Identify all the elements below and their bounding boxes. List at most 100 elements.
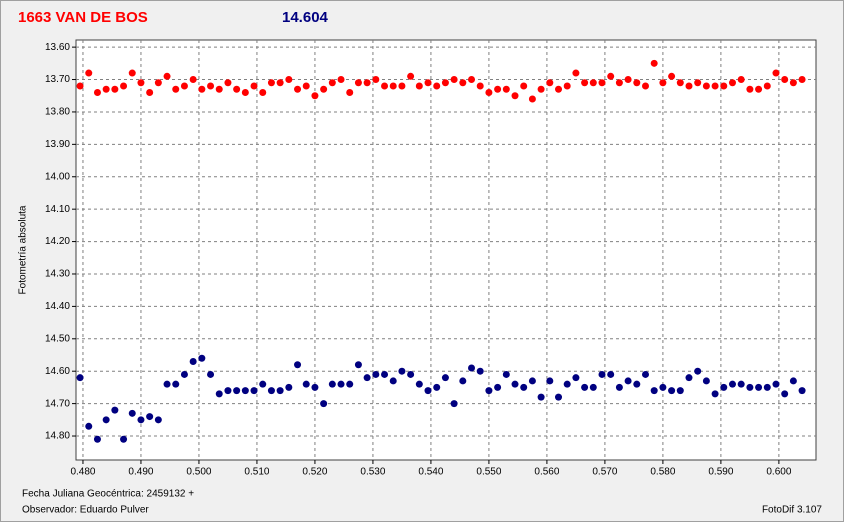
x-tick-label: 0.530 (360, 467, 385, 478)
x-tick-label: 0.500 (186, 467, 211, 478)
data-point (320, 85, 328, 93)
y-tick-label: 14.20 (45, 236, 70, 247)
data-point (433, 82, 441, 90)
data-point (755, 85, 763, 93)
data-point (615, 79, 623, 87)
data-point (102, 416, 110, 424)
data-point (589, 383, 597, 391)
data-point (520, 82, 528, 90)
data-point (737, 380, 745, 388)
data-point (389, 377, 397, 385)
data-point (354, 361, 362, 369)
y-tick-label: 13.70 (45, 74, 70, 85)
data-point (537, 393, 545, 401)
x-tick-label: 0.490 (128, 467, 153, 478)
data-point (659, 383, 667, 391)
data-point (494, 85, 502, 93)
data-point (676, 387, 684, 395)
data-point (276, 387, 284, 395)
data-point (468, 364, 476, 372)
data-point (781, 390, 789, 398)
data-point (746, 85, 754, 93)
data-point (450, 400, 458, 408)
data-point (555, 85, 563, 93)
data-point (328, 380, 336, 388)
data-point (328, 79, 336, 87)
x-tick-label: 0.590 (708, 467, 733, 478)
data-point (476, 367, 484, 375)
data-point (363, 79, 371, 87)
data-point (468, 76, 476, 84)
x-tick-label: 0.510 (244, 467, 269, 478)
data-point (267, 79, 275, 87)
data-point (763, 383, 771, 391)
data-point (207, 82, 215, 90)
data-point (685, 374, 693, 382)
data-point (294, 361, 302, 369)
y-tick-label: 13.80 (45, 107, 70, 118)
data-point (241, 89, 249, 96)
x-tick-label: 0.580 (650, 467, 675, 478)
data-point (555, 393, 563, 401)
data-point (650, 59, 658, 67)
data-point (233, 85, 241, 93)
data-point (720, 383, 728, 391)
data-point (650, 387, 658, 395)
y-tick-label: 14.00 (45, 171, 70, 182)
data-point (781, 76, 789, 84)
chart-title: 1663 VAN DE BOS (18, 9, 148, 26)
data-point (172, 85, 180, 93)
data-point (546, 79, 554, 87)
data-point (641, 370, 649, 378)
data-point (728, 79, 736, 87)
data-point (415, 380, 423, 388)
data-point (85, 69, 93, 77)
data-point (476, 82, 484, 90)
data-point (737, 76, 745, 84)
data-point (137, 79, 145, 87)
y-axis-label: Fotometría absoluta (18, 205, 29, 294)
data-point (302, 380, 310, 388)
data-point (702, 82, 710, 90)
data-point (676, 79, 684, 87)
observer: Observador: Eduardo Pulver (22, 505, 149, 516)
data-point (502, 85, 510, 93)
data-point (250, 387, 258, 395)
data-point (415, 82, 423, 90)
x-axis-label: Fecha Juliana Geocéntrica: 2459132 + (22, 489, 194, 500)
data-point (372, 370, 380, 378)
data-point (198, 354, 206, 362)
data-point (337, 76, 345, 84)
data-point (311, 383, 319, 391)
x-tick-label: 0.540 (418, 467, 443, 478)
data-point (189, 76, 197, 84)
data-point (624, 377, 632, 385)
data-point (189, 357, 197, 365)
data-point (146, 413, 154, 421)
data-point (615, 383, 623, 391)
plot-area (75, 39, 817, 461)
data-point (128, 409, 136, 417)
data-point (128, 69, 136, 77)
data-point (381, 82, 389, 90)
data-point (180, 82, 188, 90)
data-point (76, 374, 84, 382)
data-point (398, 367, 406, 375)
data-point (772, 380, 780, 388)
data-point (224, 79, 232, 87)
data-point (224, 387, 232, 395)
data-point (381, 370, 389, 378)
data-point (772, 69, 780, 77)
x-tick-label: 0.570 (592, 467, 617, 478)
data-point (163, 72, 171, 80)
x-tick-label: 0.560 (534, 467, 559, 478)
data-point (755, 383, 763, 391)
data-point (581, 79, 589, 87)
data-point (294, 85, 302, 93)
data-point (93, 89, 101, 96)
data-point (668, 72, 676, 80)
data-point (546, 377, 554, 385)
data-point (441, 374, 449, 382)
data-point (363, 374, 371, 382)
data-point (798, 76, 806, 84)
